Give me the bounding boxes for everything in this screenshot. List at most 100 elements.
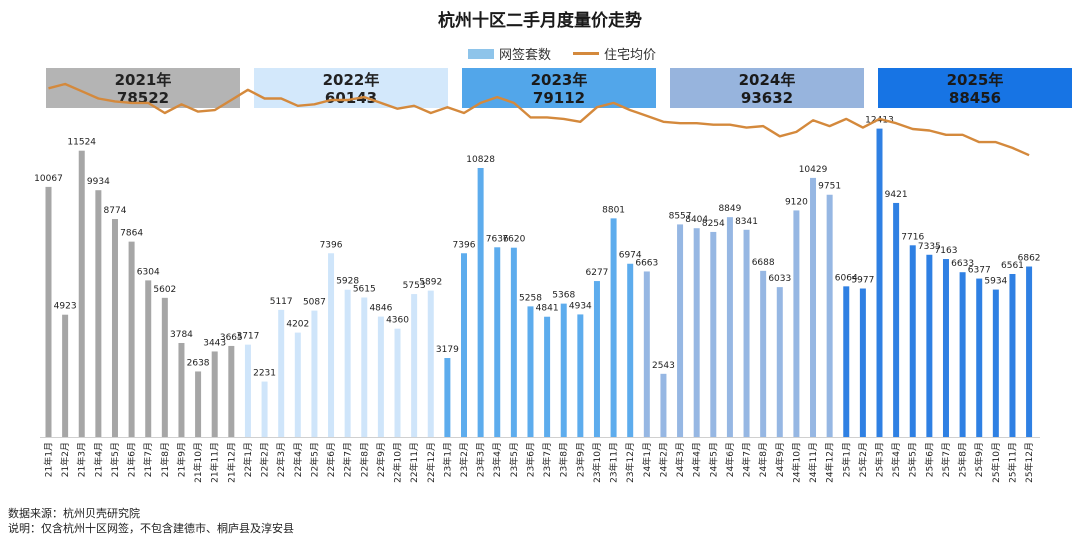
x-tick-label: 21年6月 xyxy=(126,442,138,477)
data-label: 6304 xyxy=(137,267,160,277)
x-tick-label: 25年5月 xyxy=(907,442,919,477)
year-box-2024: 2024年 93632 xyxy=(670,68,864,108)
data-label: 10828 xyxy=(466,155,495,165)
bar xyxy=(228,345,235,437)
x-tick-label: 25年3月 xyxy=(874,442,886,477)
x-tick-label: 24年10月 xyxy=(790,442,802,483)
x-tick-label: 22年6月 xyxy=(325,442,337,477)
price-line xyxy=(48,82,1030,157)
data-label: 6561 xyxy=(1001,261,1024,271)
data-label: 4202 xyxy=(286,320,309,330)
year-box-year: 2021年 xyxy=(114,71,172,89)
data-label: 7620 xyxy=(502,235,525,245)
x-tick-label: 23年10月 xyxy=(591,442,603,483)
data-label: 2543 xyxy=(652,361,675,371)
x-tick-label: 23年7月 xyxy=(541,442,553,477)
data-label: 4360 xyxy=(386,316,409,326)
x-tick-label: 23年6月 xyxy=(524,442,536,477)
bar xyxy=(743,229,750,437)
data-label: 8774 xyxy=(104,206,127,216)
x-tick-label: 21年4月 xyxy=(92,442,104,477)
bar xyxy=(377,316,384,437)
bar xyxy=(726,217,733,437)
year-box-total: 79112 xyxy=(532,89,586,107)
data-label: 8341 xyxy=(735,217,758,227)
data-label: 12413 xyxy=(865,116,894,126)
data-label: 5087 xyxy=(303,298,326,308)
x-tick-label: 23年1月 xyxy=(441,442,453,477)
x-tick-label: 22年8月 xyxy=(358,442,370,477)
data-label: 9120 xyxy=(785,197,808,207)
data-label: 3179 xyxy=(436,345,459,355)
x-tick-label: 22年7月 xyxy=(342,442,354,477)
data-label: 4841 xyxy=(536,304,559,314)
bar xyxy=(992,289,999,437)
bar xyxy=(677,224,684,437)
year-box-2021: 2021年 78522 xyxy=(46,68,240,108)
x-tick-label: 25年7月 xyxy=(940,442,952,477)
bar xyxy=(111,219,118,437)
footer: 数据来源：杭州贝壳研究院 说明：仅含杭州十区网签，不包含建德市、桐庐县及淳安县 xyxy=(8,506,294,536)
bar xyxy=(909,245,916,437)
bar xyxy=(893,202,900,437)
data-label: 3443 xyxy=(203,338,226,348)
bar xyxy=(145,280,152,437)
data-label: 7716 xyxy=(901,232,924,242)
x-tick-label: 24年1月 xyxy=(641,442,653,477)
x-tick-label: 21年9月 xyxy=(175,442,187,477)
x-tick-label: 23年3月 xyxy=(475,442,487,477)
data-label: 6064 xyxy=(835,273,858,283)
year-box-total: 60143 xyxy=(324,89,378,107)
x-tick-label: 21年12月 xyxy=(225,442,237,483)
x-tick-label: 24年9月 xyxy=(774,442,786,477)
legend: 网签套数 住宅均价 xyxy=(468,44,656,63)
x-tick-label: 25年10月 xyxy=(990,442,1002,483)
bar xyxy=(78,150,85,437)
x-tick-label: 21年5月 xyxy=(109,442,121,477)
bar xyxy=(942,259,949,437)
data-label: 7864 xyxy=(120,229,143,239)
bar xyxy=(660,373,667,437)
data-label: 4934 xyxy=(569,301,592,311)
x-tick-label: 23年11月 xyxy=(608,442,620,483)
data-label: 3784 xyxy=(170,330,193,340)
x-tick-label: 24年11月 xyxy=(807,442,819,483)
x-tick-label: 22年10月 xyxy=(392,442,404,483)
bar xyxy=(843,286,850,437)
data-label: 9751 xyxy=(818,182,841,192)
x-tick-label: 25年2月 xyxy=(857,442,869,477)
data-label: 10067 xyxy=(34,174,63,184)
bar xyxy=(411,294,418,437)
x-tick-label: 21年3月 xyxy=(76,442,88,477)
bar xyxy=(344,289,351,437)
x-tick-label: 25年9月 xyxy=(973,442,985,477)
x-tick-label: 25年8月 xyxy=(957,442,969,477)
bar xyxy=(760,270,767,437)
x-tick-label: 21年10月 xyxy=(192,442,204,483)
x-tick-label: 24年3月 xyxy=(674,442,686,477)
data-label: 6377 xyxy=(968,266,991,276)
bar xyxy=(494,247,501,437)
bar xyxy=(776,287,783,437)
data-label: 7396 xyxy=(453,240,476,250)
x-tick-label: 21年11月 xyxy=(209,442,221,483)
bar xyxy=(859,288,866,437)
data-label: 6277 xyxy=(586,268,609,278)
data-label: 2231 xyxy=(253,369,276,379)
x-tick-label: 21年7月 xyxy=(142,442,154,477)
x-tick-label: 24年2月 xyxy=(657,442,669,477)
x-tick-label: 25年4月 xyxy=(890,442,902,477)
x-tick-label: 22年5月 xyxy=(308,442,320,477)
bar xyxy=(278,309,285,437)
year-box-year: 2025年 xyxy=(946,71,1004,89)
explanation-note: 说明：仅含杭州十区网签，不包含建德市、桐庐县及淳安县 xyxy=(8,522,294,535)
bar xyxy=(311,310,318,437)
year-box-year: 2023年 xyxy=(530,71,588,89)
x-tick-label: 25年11月 xyxy=(1006,442,1018,483)
bar xyxy=(361,297,368,437)
data-label: 5602 xyxy=(153,285,176,295)
bar xyxy=(710,231,717,437)
bar xyxy=(211,351,218,437)
year-box-2023: 2023年 79112 xyxy=(462,68,656,108)
